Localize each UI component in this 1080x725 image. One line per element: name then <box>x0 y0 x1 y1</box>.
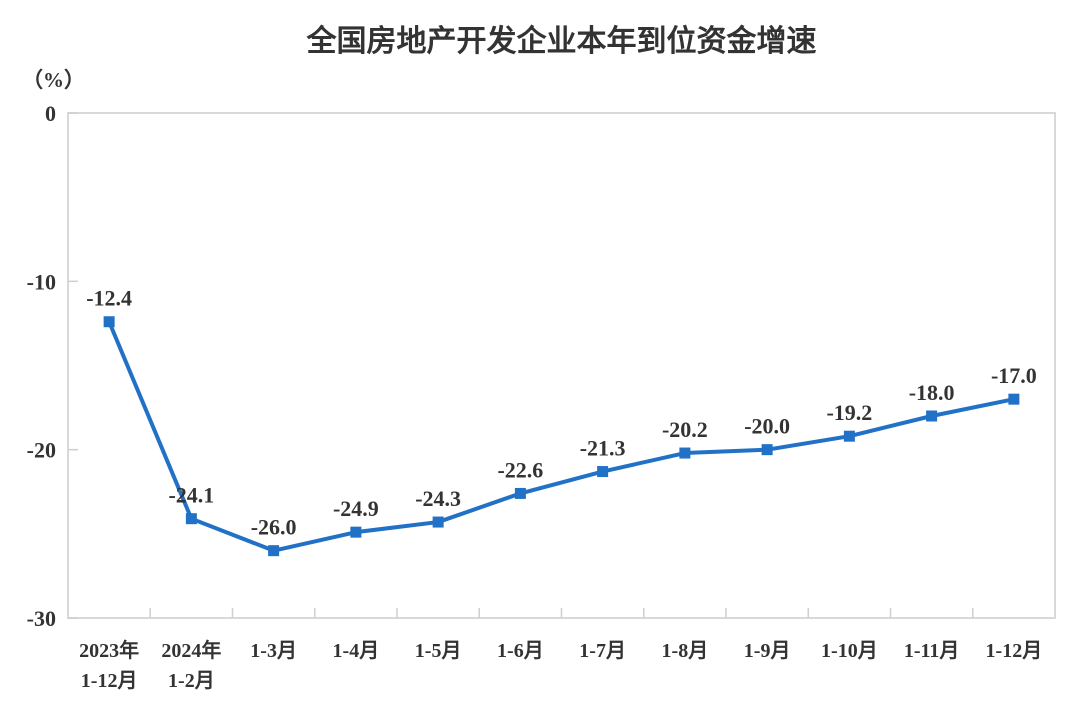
data-point-marker <box>679 447 691 459</box>
data-point-label: -24.3 <box>415 486 461 511</box>
data-point-marker <box>350 526 362 538</box>
data-point-label: -17.0 <box>991 363 1037 388</box>
plot-border <box>67 112 1056 619</box>
x-axis-label: 2023年 <box>79 638 139 662</box>
x-axis-label: 1-10月 <box>821 640 878 662</box>
data-point-marker <box>432 516 444 528</box>
data-point-marker <box>843 430 855 442</box>
data-point-label: -22.6 <box>497 457 543 482</box>
y-axis-unit-label: （%） <box>22 68 85 92</box>
y-axis-tick-label: 0 <box>45 101 56 126</box>
data-point-marker <box>926 410 938 422</box>
data-point-label: -12.4 <box>86 286 132 311</box>
data-point-marker <box>514 487 526 499</box>
data-point-marker <box>103 316 115 328</box>
data-point-marker <box>597 466 609 478</box>
data-point-label: -18.0 <box>909 380 955 405</box>
x-axis-label: 1-3月 <box>250 640 297 662</box>
data-point-label: -24.9 <box>333 496 379 521</box>
data-point-label: -21.3 <box>580 436 626 461</box>
data-point-marker <box>185 513 197 525</box>
data-point-marker <box>1008 393 1020 405</box>
y-axis-tick-label: -20 <box>27 438 56 463</box>
x-axis-label: 1-9月 <box>744 640 791 662</box>
data-point-label: -19.2 <box>826 400 872 425</box>
x-axis-label: 1-4月 <box>333 640 380 662</box>
x-axis-label: 1-6月 <box>497 640 544 662</box>
x-axis-label: 1-7月 <box>579 640 626 662</box>
data-point-label: -26.0 <box>251 515 297 540</box>
x-axis-label: 1-11月 <box>904 640 960 662</box>
x-axis-label: 1-12月 <box>81 670 138 692</box>
y-axis-tick-label: -10 <box>27 269 56 294</box>
data-point-marker <box>268 545 280 557</box>
data-point-label: -20.0 <box>744 414 790 439</box>
chart-title: 全国房地产开发企业本年到位资金增速 <box>306 25 817 58</box>
x-axis-label: 1-2月 <box>168 670 215 692</box>
x-axis-label: 1-5月 <box>415 640 462 662</box>
data-point-label: -20.2 <box>662 417 708 442</box>
x-axis-label: 2024年 <box>161 638 221 662</box>
x-axis-label: 1-8月 <box>662 640 709 662</box>
data-point-marker <box>761 444 773 456</box>
series-line <box>107 319 1016 553</box>
y-axis-tick-label: -30 <box>27 606 56 631</box>
data-point-label: -24.1 <box>168 483 214 508</box>
x-axis-label: 1-12月 <box>986 640 1043 662</box>
